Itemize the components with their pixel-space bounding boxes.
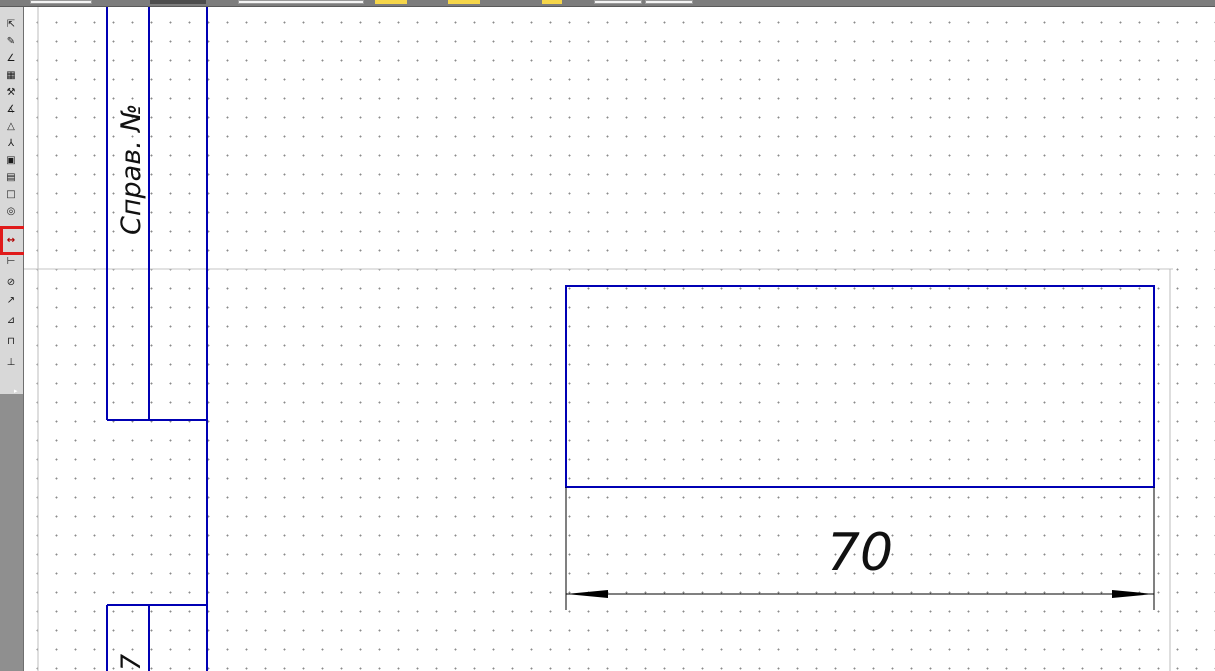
- toolbar-field[interactable]: [645, 0, 693, 4]
- dimension-arrow-left: [566, 590, 608, 598]
- save-icon[interactable]: ▣: [6, 155, 16, 166]
- toolbar-field[interactable]: [594, 0, 642, 4]
- drawing-svg: Справ. № 7 70: [24, 7, 1173, 671]
- table-icon[interactable]: ⊓: [7, 336, 15, 347]
- select-icon[interactable]: ⇱: [6, 19, 16, 30]
- drawn-rectangle[interactable]: [565, 285, 1155, 488]
- y-icon[interactable]: ⅄: [7, 138, 15, 149]
- top-toolbar: [0, 0, 1215, 7]
- sheet-label-partial: 7: [116, 654, 147, 671]
- toolbar-empty-area: [0, 394, 23, 671]
- toolbar-field[interactable]: [30, 0, 92, 4]
- arc-dimension-icon[interactable]: ↗: [6, 295, 16, 306]
- dimension-arrow-right: [1112, 590, 1154, 598]
- toolbar-button[interactable]: [375, 0, 407, 4]
- dimension-icon[interactable]: ⊢: [6, 256, 16, 267]
- sheet-reference-label: Справ. №: [116, 104, 147, 235]
- frame-icon[interactable]: □: [6, 189, 16, 200]
- dimension-value[interactable]: 70: [827, 523, 893, 583]
- page-icon[interactable]: ▤: [6, 172, 16, 183]
- view-icon[interactable]: ◎: [6, 206, 16, 217]
- toolbar-field[interactable]: [238, 0, 364, 4]
- edit-icon[interactable]: ✎: [6, 36, 16, 47]
- toolbar-button[interactable]: [542, 0, 562, 4]
- linear-dimension-icon[interactable]: ↔: [6, 235, 16, 246]
- title-block-lower: [106, 604, 207, 671]
- roughness-icon[interactable]: ⊥: [6, 357, 16, 368]
- tool-panel: [0, 7, 23, 394]
- toolbar-button[interactable]: [448, 0, 480, 4]
- hammer-icon[interactable]: ⚒: [6, 87, 16, 98]
- angle-icon[interactable]: ∡: [6, 104, 16, 115]
- toolbar-expand-icon[interactable]: ▸: [14, 387, 18, 395]
- toolbar-field[interactable]: [150, 0, 206, 4]
- drawing-canvas[interactable]: Справ. № 7 70: [24, 7, 1215, 671]
- grid-icon[interactable]: ▦: [6, 70, 16, 81]
- angular-dimension-icon[interactable]: ⊿: [6, 315, 16, 326]
- triangle-icon[interactable]: △: [7, 121, 15, 132]
- graph-icon[interactable]: ∠: [6, 53, 16, 64]
- linear-dimension[interactable]: 70: [565, 487, 1155, 610]
- title-block-upper: [106, 7, 208, 671]
- circle-dimension-icon[interactable]: ⊘: [6, 277, 16, 288]
- left-toolbar: ⇱ ✎ ∠ ▦ ⚒ ∡ △ ⅄ ▣ ▤ □ ◎ ↔ ⊢ ⊘ ↗ ⊿ ⊓ ⊥ ▸: [0, 7, 30, 671]
